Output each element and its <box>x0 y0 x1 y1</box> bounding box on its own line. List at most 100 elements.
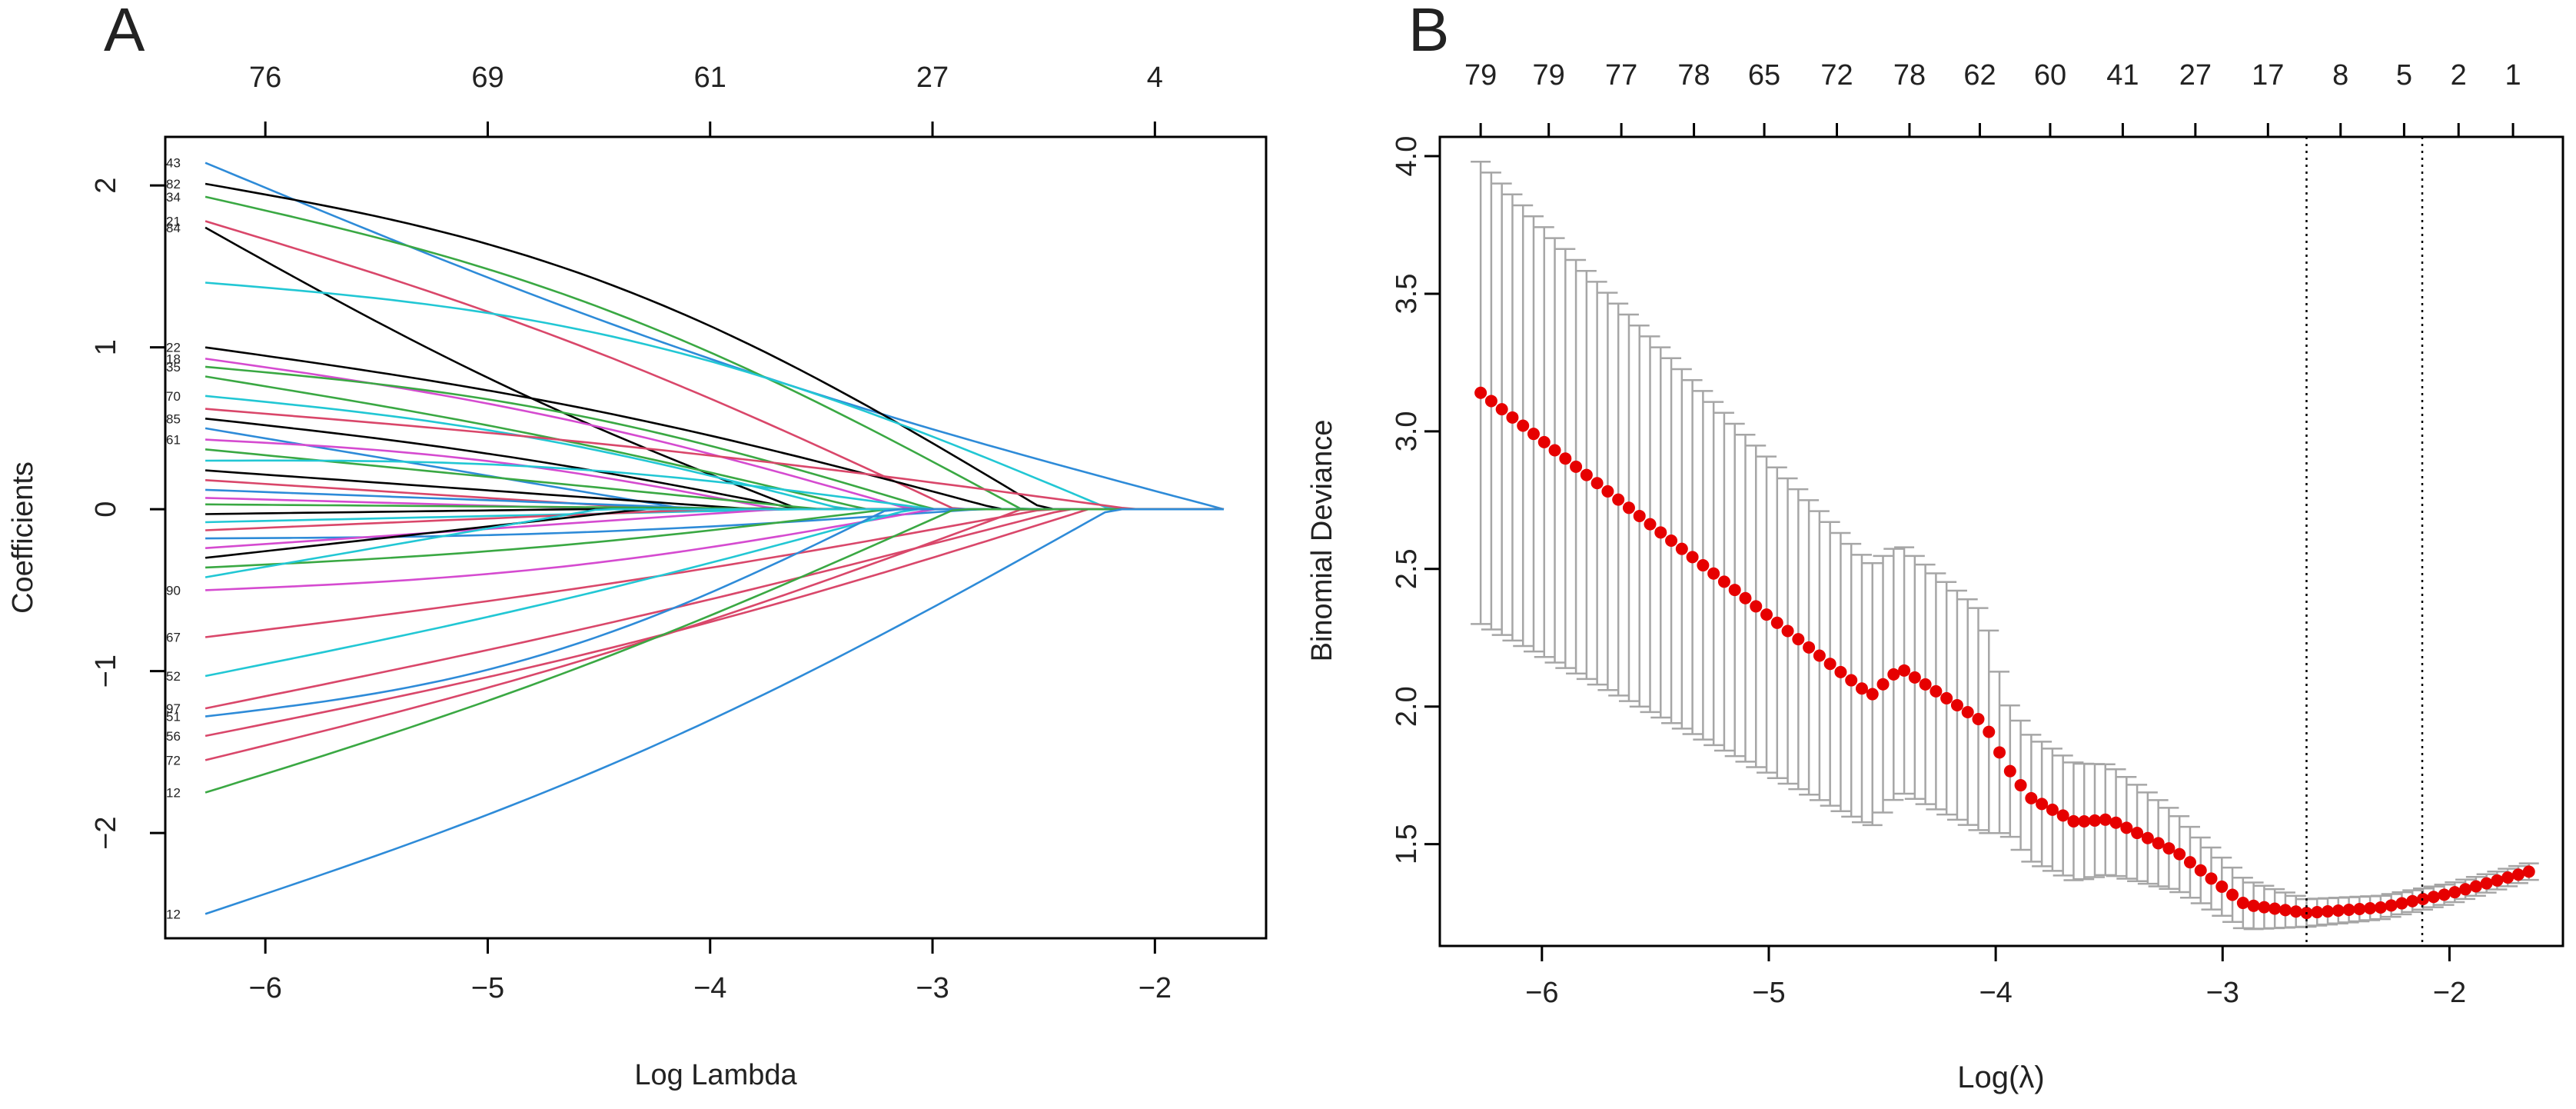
b-top-tick-label: 62 <box>1963 59 1996 92</box>
b-x-tick-label: −5 <box>1752 977 1785 1009</box>
mean-deviance-point <box>1739 591 1752 604</box>
mean-deviance-point <box>2109 816 2122 829</box>
mean-deviance-point <box>1834 665 1847 678</box>
mean-deviance-point <box>2522 865 2535 878</box>
b-y-tick-label: 1.5 <box>1391 824 1423 864</box>
mean-deviance-point <box>1484 395 1497 408</box>
mean-deviance-point <box>2311 906 2324 919</box>
b-x-tick-label: −2 <box>2433 977 2466 1009</box>
mean-deviance-point <box>1770 616 1783 629</box>
coefficient-label-9: 35 <box>166 360 181 375</box>
panel-a-x-axis-label: Log Lambda <box>634 1059 797 1091</box>
mean-deviance-point <box>1940 691 1953 704</box>
mean-deviance-point <box>1633 509 1646 522</box>
mean-deviance-point <box>1559 452 1572 465</box>
b-y-tick-label: 2.5 <box>1391 548 1423 589</box>
coefficient-path-38 <box>204 508 1224 794</box>
b-top-tick-label: 78 <box>1893 59 1926 92</box>
mean-deviance-point <box>1898 664 1911 677</box>
panel-b-x-axis-label: Log(λ) <box>1957 1061 2044 1094</box>
coefficient-label-5: 84 <box>166 221 181 235</box>
panel-b-axes: −6 −5 −4 −3 −2 1.5 2.0 2.5 3.0 3.5 4.0 79 79 77 78 65 72… <box>1391 59 2521 1009</box>
mean-deviance-point <box>1665 535 1678 548</box>
b-top-tick-label: 5 <box>2396 59 2412 92</box>
coefficient-label-2: 82 <box>166 177 181 191</box>
mean-deviance-point <box>2173 848 2186 861</box>
coefficient-label-31: 90 <box>166 583 181 598</box>
coefficient-label-35: 51 <box>166 710 181 724</box>
b-top-tick-label: 79 <box>1533 59 1565 92</box>
mean-deviance-point <box>1644 518 1657 531</box>
mean-deviance-point <box>1580 468 1593 481</box>
coefficient-path-33 <box>204 508 1224 678</box>
b-top-tick-label: 78 <box>1677 59 1710 92</box>
b-top-tick-label: 60 <box>2034 59 2066 92</box>
coefficient-label-34: 97 <box>166 701 181 716</box>
mean-deviance-point <box>1813 649 1826 662</box>
b-x-tick-label: −4 <box>1979 977 2012 1009</box>
coefficient-label-1: 43 <box>166 156 181 171</box>
mean-deviance-point <box>2332 904 2345 918</box>
coefficient-path-6 <box>204 281 1224 511</box>
mean-deviance-point <box>1983 725 1996 738</box>
mean-deviance-point <box>2353 903 2366 916</box>
mean-deviance-point <box>2226 888 2239 901</box>
coefficient-path-9 <box>204 365 1224 511</box>
b-top-tick-label: 77 <box>1605 59 1637 92</box>
mean-deviance-point <box>2374 901 2387 914</box>
b-y-tick-label: 2.0 <box>1391 686 1423 727</box>
mean-deviance-point <box>2036 798 2049 811</box>
coefficient-path-1 <box>204 162 1225 511</box>
mean-deviance-point <box>2342 904 2355 917</box>
b-top-tick-label: 8 <box>2332 59 2348 92</box>
mean-deviance-point <box>1686 551 1699 564</box>
mean-deviance-point <box>1527 428 1540 441</box>
a-x-tick-label: −4 <box>693 972 726 1004</box>
mean-deviance-point <box>2099 813 2112 826</box>
coefficient-label-36: 56 <box>166 729 181 744</box>
panel-b-letter: B <box>1408 0 1449 64</box>
panel-a-letter: A <box>104 0 145 64</box>
coefficient-path-34 <box>204 508 1224 710</box>
mean-deviance-point <box>1590 477 1604 490</box>
mean-deviance-point <box>1728 584 1741 597</box>
mean-deviance-point <box>1919 678 1932 691</box>
b-x-tick-label: −3 <box>2206 977 2239 1009</box>
mean-deviance-point <box>2236 897 2249 910</box>
mean-deviance-point <box>2385 899 2398 912</box>
mean-deviance-point <box>2194 864 2207 877</box>
b-top-tick-label: 1 <box>2505 59 2521 92</box>
mean-deviance-point <box>1537 435 1551 448</box>
mean-deviance-point <box>2289 905 2302 918</box>
mean-deviance-point <box>2491 874 2504 887</box>
a-x-tick-label: −3 <box>916 972 949 1004</box>
mean-deviance-point <box>1474 386 1487 399</box>
mean-deviance-point <box>2046 803 2059 816</box>
mean-deviance-point <box>2322 905 2335 918</box>
mean-deviance-point <box>1823 658 1836 671</box>
mean-deviance-point <box>1993 746 2006 759</box>
mean-deviance-point <box>2014 779 2027 792</box>
b-x-tick-label: −6 <box>1525 977 1558 1009</box>
mean-deviance-point <box>1887 668 1900 681</box>
a-y-tick-label: 2 <box>90 178 122 194</box>
mean-deviance-point <box>1612 493 1625 506</box>
a-x-tick-label: −5 <box>471 972 504 1004</box>
mean-deviance-point <box>1601 485 1614 498</box>
mean-deviance-point <box>1972 713 1985 726</box>
coefficient-label-15: 61 <box>166 433 181 448</box>
mean-deviance-point <box>2067 814 2080 828</box>
mean-deviance-point <box>2131 827 2144 840</box>
a-top-tick-label: 27 <box>916 62 949 94</box>
coefficient-label-4: 21 <box>166 214 181 228</box>
mean-deviance-point <box>1845 674 1858 687</box>
coefficient-label-38: 12 <box>166 786 181 801</box>
mean-deviance-point <box>2448 886 2461 899</box>
mean-deviance-point <box>2247 899 2260 912</box>
b-top-tick-label: 17 <box>2252 59 2284 92</box>
mean-deviance-point <box>2459 883 2472 896</box>
mean-deviance-point <box>2003 764 2016 778</box>
